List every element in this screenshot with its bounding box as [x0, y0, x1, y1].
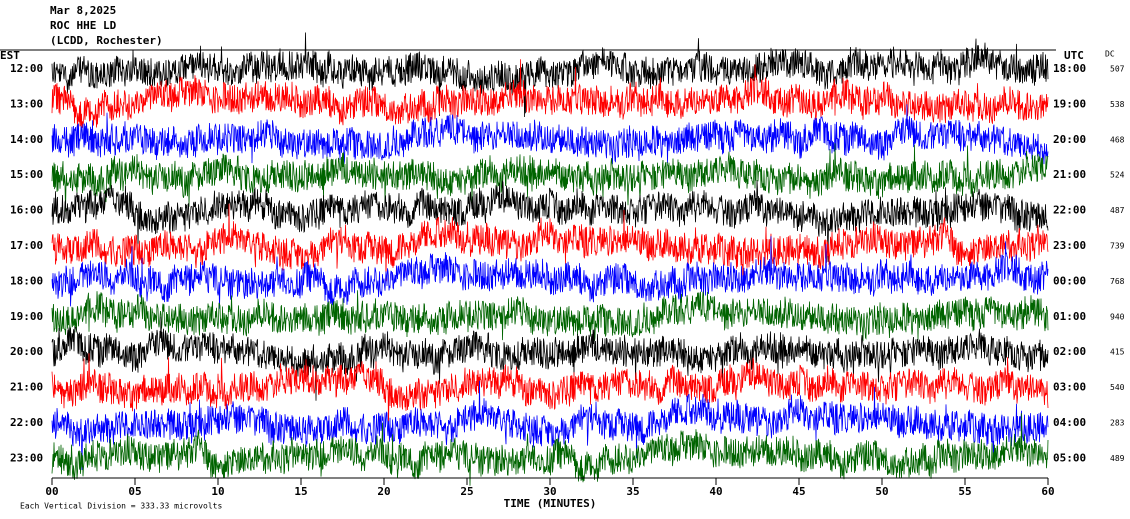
est-label: 17:00 — [10, 239, 43, 252]
est-label: 22:00 — [10, 416, 43, 429]
x-tick-label: 40 — [709, 485, 722, 498]
trace — [51, 413, 1049, 486]
utc-label: 18:00 — [1053, 62, 1086, 75]
trace — [51, 290, 1049, 342]
title-line: (LCDD, Rochester) — [50, 34, 163, 47]
x-tick-label: 50 — [875, 485, 888, 498]
utc-label: 00:00 — [1053, 274, 1086, 287]
x-tick-label: 15 — [294, 485, 307, 498]
x-tick-label: 10 — [211, 485, 224, 498]
trace — [51, 380, 1049, 471]
utc-label: 19:00 — [1053, 97, 1086, 110]
trace — [51, 236, 1049, 309]
utc-label: 23:00 — [1053, 239, 1086, 252]
dc-value: 489 — [1110, 454, 1125, 463]
dc-value: 768 — [1110, 277, 1125, 286]
trace — [51, 32, 1049, 118]
dc-value: 487 — [1110, 206, 1125, 215]
est-label: 20:00 — [10, 345, 43, 358]
est-label: 14:00 — [10, 133, 43, 146]
est-label: 19:00 — [10, 310, 43, 323]
x-tick-label: 05 — [128, 485, 141, 498]
est-label: 18:00 — [10, 274, 43, 287]
trace — [51, 180, 1049, 262]
x-tick-label: 60 — [1041, 485, 1054, 498]
x-axis-label: TIME (MINUTES) — [504, 497, 597, 510]
title-line: Mar 8,2025 — [50, 4, 116, 17]
x-tick-label: 55 — [958, 485, 971, 498]
trace — [51, 59, 1049, 129]
trace — [51, 104, 1049, 165]
x-tick-label: 35 — [626, 485, 639, 498]
est-label: 16:00 — [10, 204, 43, 217]
utc-label: 03:00 — [1053, 381, 1086, 394]
dc-value: 940 — [1110, 312, 1125, 321]
x-tick-label: 20 — [377, 485, 390, 498]
dc-value: 283 — [1110, 419, 1125, 428]
est-label: 12:00 — [10, 62, 43, 75]
est-label: 15:00 — [10, 168, 43, 181]
utc-label: 22:00 — [1053, 204, 1086, 217]
x-tick-label: 25 — [460, 485, 473, 498]
dc-value: 538 — [1110, 100, 1125, 109]
dc-value: 540 — [1110, 383, 1125, 392]
est-label: 21:00 — [10, 381, 43, 394]
x-tick-label: 45 — [792, 485, 805, 498]
trace — [51, 316, 1049, 401]
left-zone: EST — [0, 49, 20, 62]
title-line: ROC HHE LD — [50, 19, 117, 32]
dc-value: 468 — [1110, 135, 1125, 144]
utc-label: 21:00 — [1053, 168, 1086, 181]
utc-label: 05:00 — [1053, 451, 1086, 464]
est-label: 23:00 — [10, 451, 43, 464]
est-label: 13:00 — [10, 97, 43, 110]
trace — [51, 143, 1049, 212]
dc-value: 507 — [1110, 65, 1125, 74]
dc-header: DC — [1105, 50, 1115, 59]
trace — [51, 353, 1049, 427]
trace — [51, 203, 1049, 282]
dc-value: 524 — [1110, 171, 1125, 180]
x-tick-label: 00 — [45, 485, 58, 498]
traces — [51, 32, 1049, 486]
utc-label: 20:00 — [1053, 133, 1086, 146]
footer: Each Vertical Division = 333.33 microvol… — [20, 502, 222, 511]
dc-value: 415 — [1110, 348, 1125, 357]
utc-label: 01:00 — [1053, 310, 1086, 323]
right-zone: UTC — [1064, 49, 1084, 62]
dc-value: 739 — [1110, 242, 1125, 251]
utc-label: 04:00 — [1053, 416, 1086, 429]
x-tick-label: 30 — [543, 485, 556, 498]
utc-label: 02:00 — [1053, 345, 1086, 358]
